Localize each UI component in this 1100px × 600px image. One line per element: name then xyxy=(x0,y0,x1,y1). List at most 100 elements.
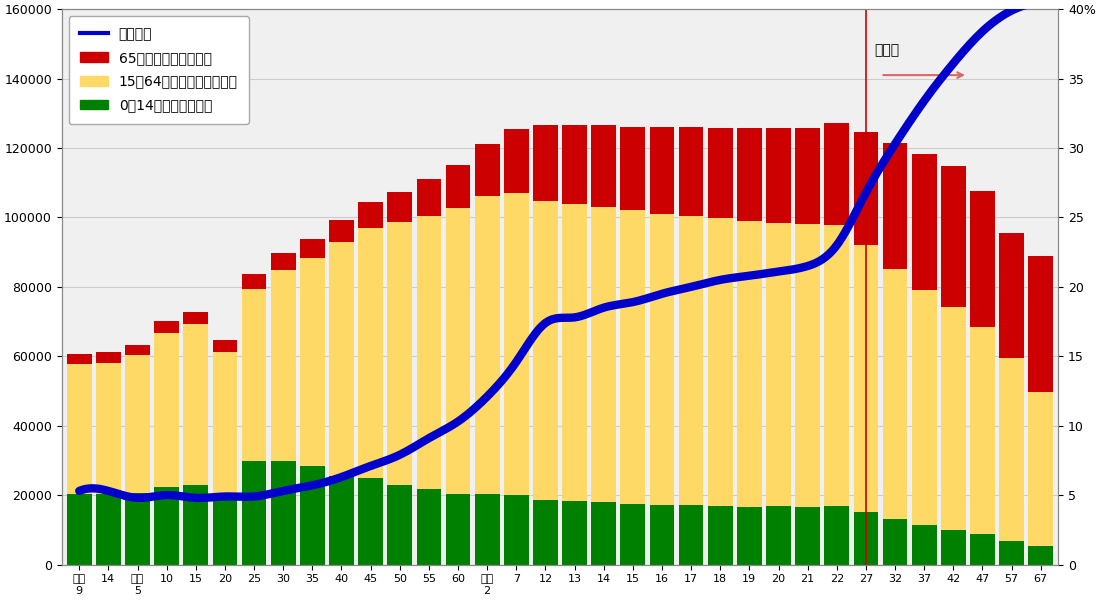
Bar xyxy=(882,269,908,518)
Bar xyxy=(766,128,791,223)
Bar xyxy=(795,507,820,565)
Bar xyxy=(242,274,266,289)
Legend: 高齢化率, 65歳以上（老年人口）, 15～64歳（生産年齢人口）, 0～14歳（年少人口）: 高齢化率, 65歳以上（老年人口）, 15～64歳（生産年齢人口）, 0～14歳… xyxy=(68,16,249,124)
Bar xyxy=(359,478,383,565)
Bar xyxy=(1028,392,1053,547)
Bar xyxy=(96,363,121,494)
Bar xyxy=(766,506,791,565)
Bar xyxy=(417,489,441,565)
Bar xyxy=(824,506,849,565)
Bar xyxy=(242,289,266,461)
Bar xyxy=(620,503,646,565)
Bar xyxy=(912,525,936,565)
Bar xyxy=(1028,547,1053,565)
Bar xyxy=(387,191,412,223)
Bar xyxy=(534,201,558,500)
Bar xyxy=(562,502,587,565)
Bar xyxy=(359,228,383,478)
Bar xyxy=(970,191,994,327)
Bar xyxy=(562,125,587,204)
Bar xyxy=(737,128,762,221)
Bar xyxy=(970,327,994,534)
Bar xyxy=(940,166,966,307)
Bar xyxy=(154,333,179,487)
Bar xyxy=(708,506,733,565)
Bar xyxy=(475,196,499,494)
Text: 推測値: 推測値 xyxy=(874,43,900,57)
Bar xyxy=(212,496,238,565)
Bar xyxy=(184,312,208,324)
Bar xyxy=(125,493,150,565)
Bar xyxy=(795,128,820,224)
Bar xyxy=(329,476,354,565)
Bar xyxy=(329,242,354,476)
Bar xyxy=(125,345,150,355)
Bar xyxy=(562,204,587,502)
Bar xyxy=(970,534,994,565)
Bar xyxy=(737,507,762,565)
Bar xyxy=(824,124,849,225)
Bar xyxy=(271,461,296,565)
Bar xyxy=(212,352,238,496)
Bar xyxy=(679,505,704,565)
Bar xyxy=(359,202,383,228)
Bar xyxy=(504,193,529,495)
Bar xyxy=(592,502,616,565)
Bar xyxy=(67,364,91,494)
Bar xyxy=(854,512,878,565)
Bar xyxy=(475,144,499,196)
Bar xyxy=(154,321,179,333)
Bar xyxy=(620,211,646,503)
Bar xyxy=(300,257,324,466)
Bar xyxy=(387,223,412,485)
Bar xyxy=(329,220,354,242)
Bar xyxy=(212,340,238,352)
Bar xyxy=(387,485,412,565)
Bar xyxy=(184,324,208,485)
Bar xyxy=(737,221,762,507)
Bar xyxy=(882,518,908,565)
Bar xyxy=(912,154,936,290)
Bar xyxy=(766,223,791,506)
Bar xyxy=(592,125,616,207)
Bar xyxy=(67,354,91,364)
Bar xyxy=(184,485,208,565)
Bar xyxy=(940,530,966,565)
Bar xyxy=(854,133,878,245)
Bar xyxy=(854,245,878,512)
Bar xyxy=(650,214,674,505)
Bar xyxy=(475,494,499,565)
Bar xyxy=(679,216,704,505)
Bar xyxy=(708,218,733,506)
Bar xyxy=(446,208,471,494)
Bar xyxy=(446,164,471,208)
Bar xyxy=(592,207,616,502)
Bar xyxy=(271,270,296,461)
Bar xyxy=(154,487,179,565)
Bar xyxy=(650,127,674,214)
Bar xyxy=(795,224,820,507)
Bar xyxy=(504,495,529,565)
Bar xyxy=(708,128,733,218)
Bar xyxy=(912,290,936,525)
Bar xyxy=(242,461,266,565)
Bar xyxy=(999,541,1024,565)
Bar xyxy=(1028,256,1053,392)
Bar xyxy=(534,500,558,565)
Bar xyxy=(96,494,121,565)
Bar xyxy=(300,239,324,257)
Bar xyxy=(446,494,471,565)
Bar xyxy=(882,143,908,269)
Bar xyxy=(679,127,704,216)
Bar xyxy=(417,215,441,489)
Bar xyxy=(999,233,1024,358)
Bar xyxy=(824,225,849,506)
Bar xyxy=(620,127,646,211)
Bar xyxy=(650,505,674,565)
Bar xyxy=(67,494,91,565)
Bar xyxy=(125,355,150,493)
Bar xyxy=(940,307,966,530)
Bar xyxy=(96,352,121,363)
Bar xyxy=(999,358,1024,541)
Bar xyxy=(300,466,324,565)
